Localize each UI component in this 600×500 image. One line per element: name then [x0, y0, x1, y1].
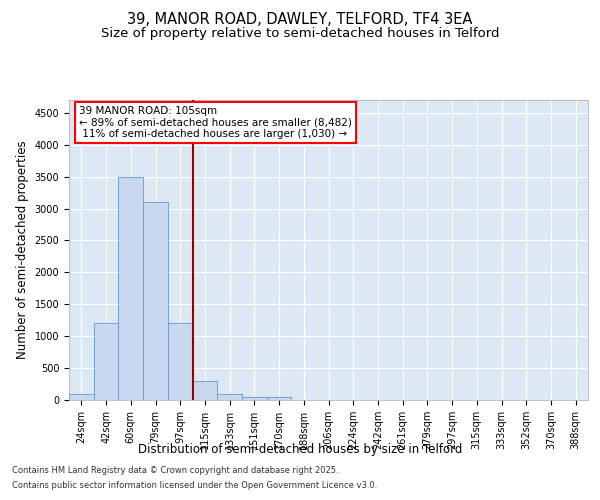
Bar [168, 324, 193, 400]
Bar [242, 397, 267, 400]
Text: Size of property relative to semi-detached houses in Telford: Size of property relative to semi-detach… [101, 28, 499, 40]
Bar [94, 324, 118, 400]
Text: Distribution of semi-detached houses by size in Telford: Distribution of semi-detached houses by … [138, 442, 462, 456]
Text: 39 MANOR ROAD: 105sqm
← 89% of semi-detached houses are smaller (8,482)
 11% of : 39 MANOR ROAD: 105sqm ← 89% of semi-deta… [79, 106, 352, 139]
Bar [267, 397, 292, 400]
Y-axis label: Number of semi-detached properties: Number of semi-detached properties [16, 140, 29, 360]
Text: 39, MANOR ROAD, DAWLEY, TELFORD, TF4 3EA: 39, MANOR ROAD, DAWLEY, TELFORD, TF4 3EA [127, 12, 473, 28]
Bar [118, 176, 143, 400]
Text: Contains HM Land Registry data © Crown copyright and database right 2025.: Contains HM Land Registry data © Crown c… [12, 466, 338, 475]
Text: Contains public sector information licensed under the Open Government Licence v3: Contains public sector information licen… [12, 481, 377, 490]
Bar [193, 381, 217, 400]
Bar [143, 202, 168, 400]
Bar [69, 394, 94, 400]
Bar [217, 394, 242, 400]
